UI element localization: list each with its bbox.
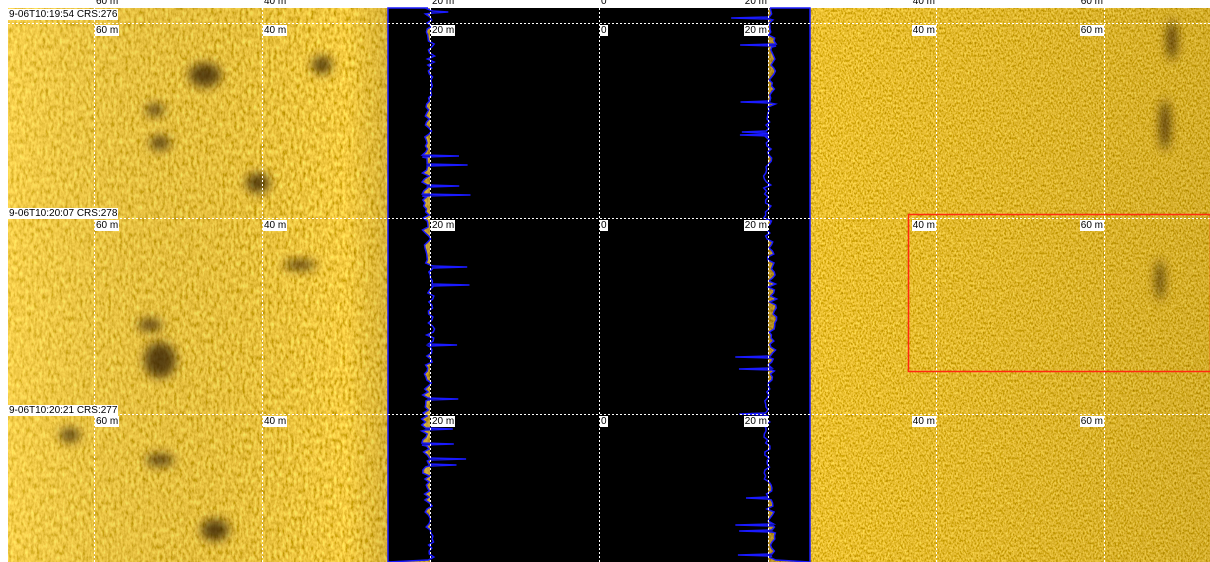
range-label: 0 (600, 220, 608, 231)
range-label: 40 m (263, 416, 288, 427)
ping-timestamp: 9-06T10:19:54 CRS:276 (8, 9, 119, 20)
range-label: 60 m (1079, 0, 1104, 7)
range-label: 20 m (743, 25, 768, 36)
starboard-shade (768, 8, 1210, 562)
selection-box (907, 213, 1210, 373)
range-label: 40 m (911, 416, 936, 427)
range-label: 20 m (431, 25, 456, 36)
range-label: 60 m (95, 416, 120, 427)
range-label: 0 (600, 0, 608, 7)
range-label: 40 m (911, 220, 936, 231)
range-label: 40 m (911, 25, 936, 36)
range-label: 60 m (95, 220, 120, 231)
range-grid (8, 8, 1210, 562)
range-label: 0 (600, 416, 608, 427)
range-label: 60 m (95, 25, 120, 36)
range-label: 40 m (911, 0, 936, 7)
starboard-bottom-trace (731, 7, 811, 562)
range-label: 0 (600, 25, 608, 36)
range-label: 20 m (431, 416, 456, 427)
range-label: 20 m (431, 220, 456, 231)
range-label: 40 m (263, 220, 288, 231)
range-label: 40 m (263, 25, 288, 36)
seabed-shadows (60, 20, 1177, 541)
range-label: 20 m (431, 0, 456, 7)
range-label: 60 m (1079, 220, 1104, 231)
range-label: 60 m (95, 0, 120, 7)
range-label: 20 m (743, 220, 768, 231)
port-bottom-trace (387, 7, 471, 562)
range-label: 60 m (1079, 25, 1104, 36)
range-label: 40 m (263, 0, 288, 7)
port-shade (8, 8, 430, 562)
range-label: 20 m (743, 0, 768, 7)
ping-timestamp: 9-06T10:20:21 CRS:277 (8, 405, 119, 416)
range-label: 20 m (743, 416, 768, 427)
range-label: 60 m (1079, 416, 1104, 427)
ping-timestamp: 9-06T10:20:07 CRS:278 (8, 208, 119, 219)
